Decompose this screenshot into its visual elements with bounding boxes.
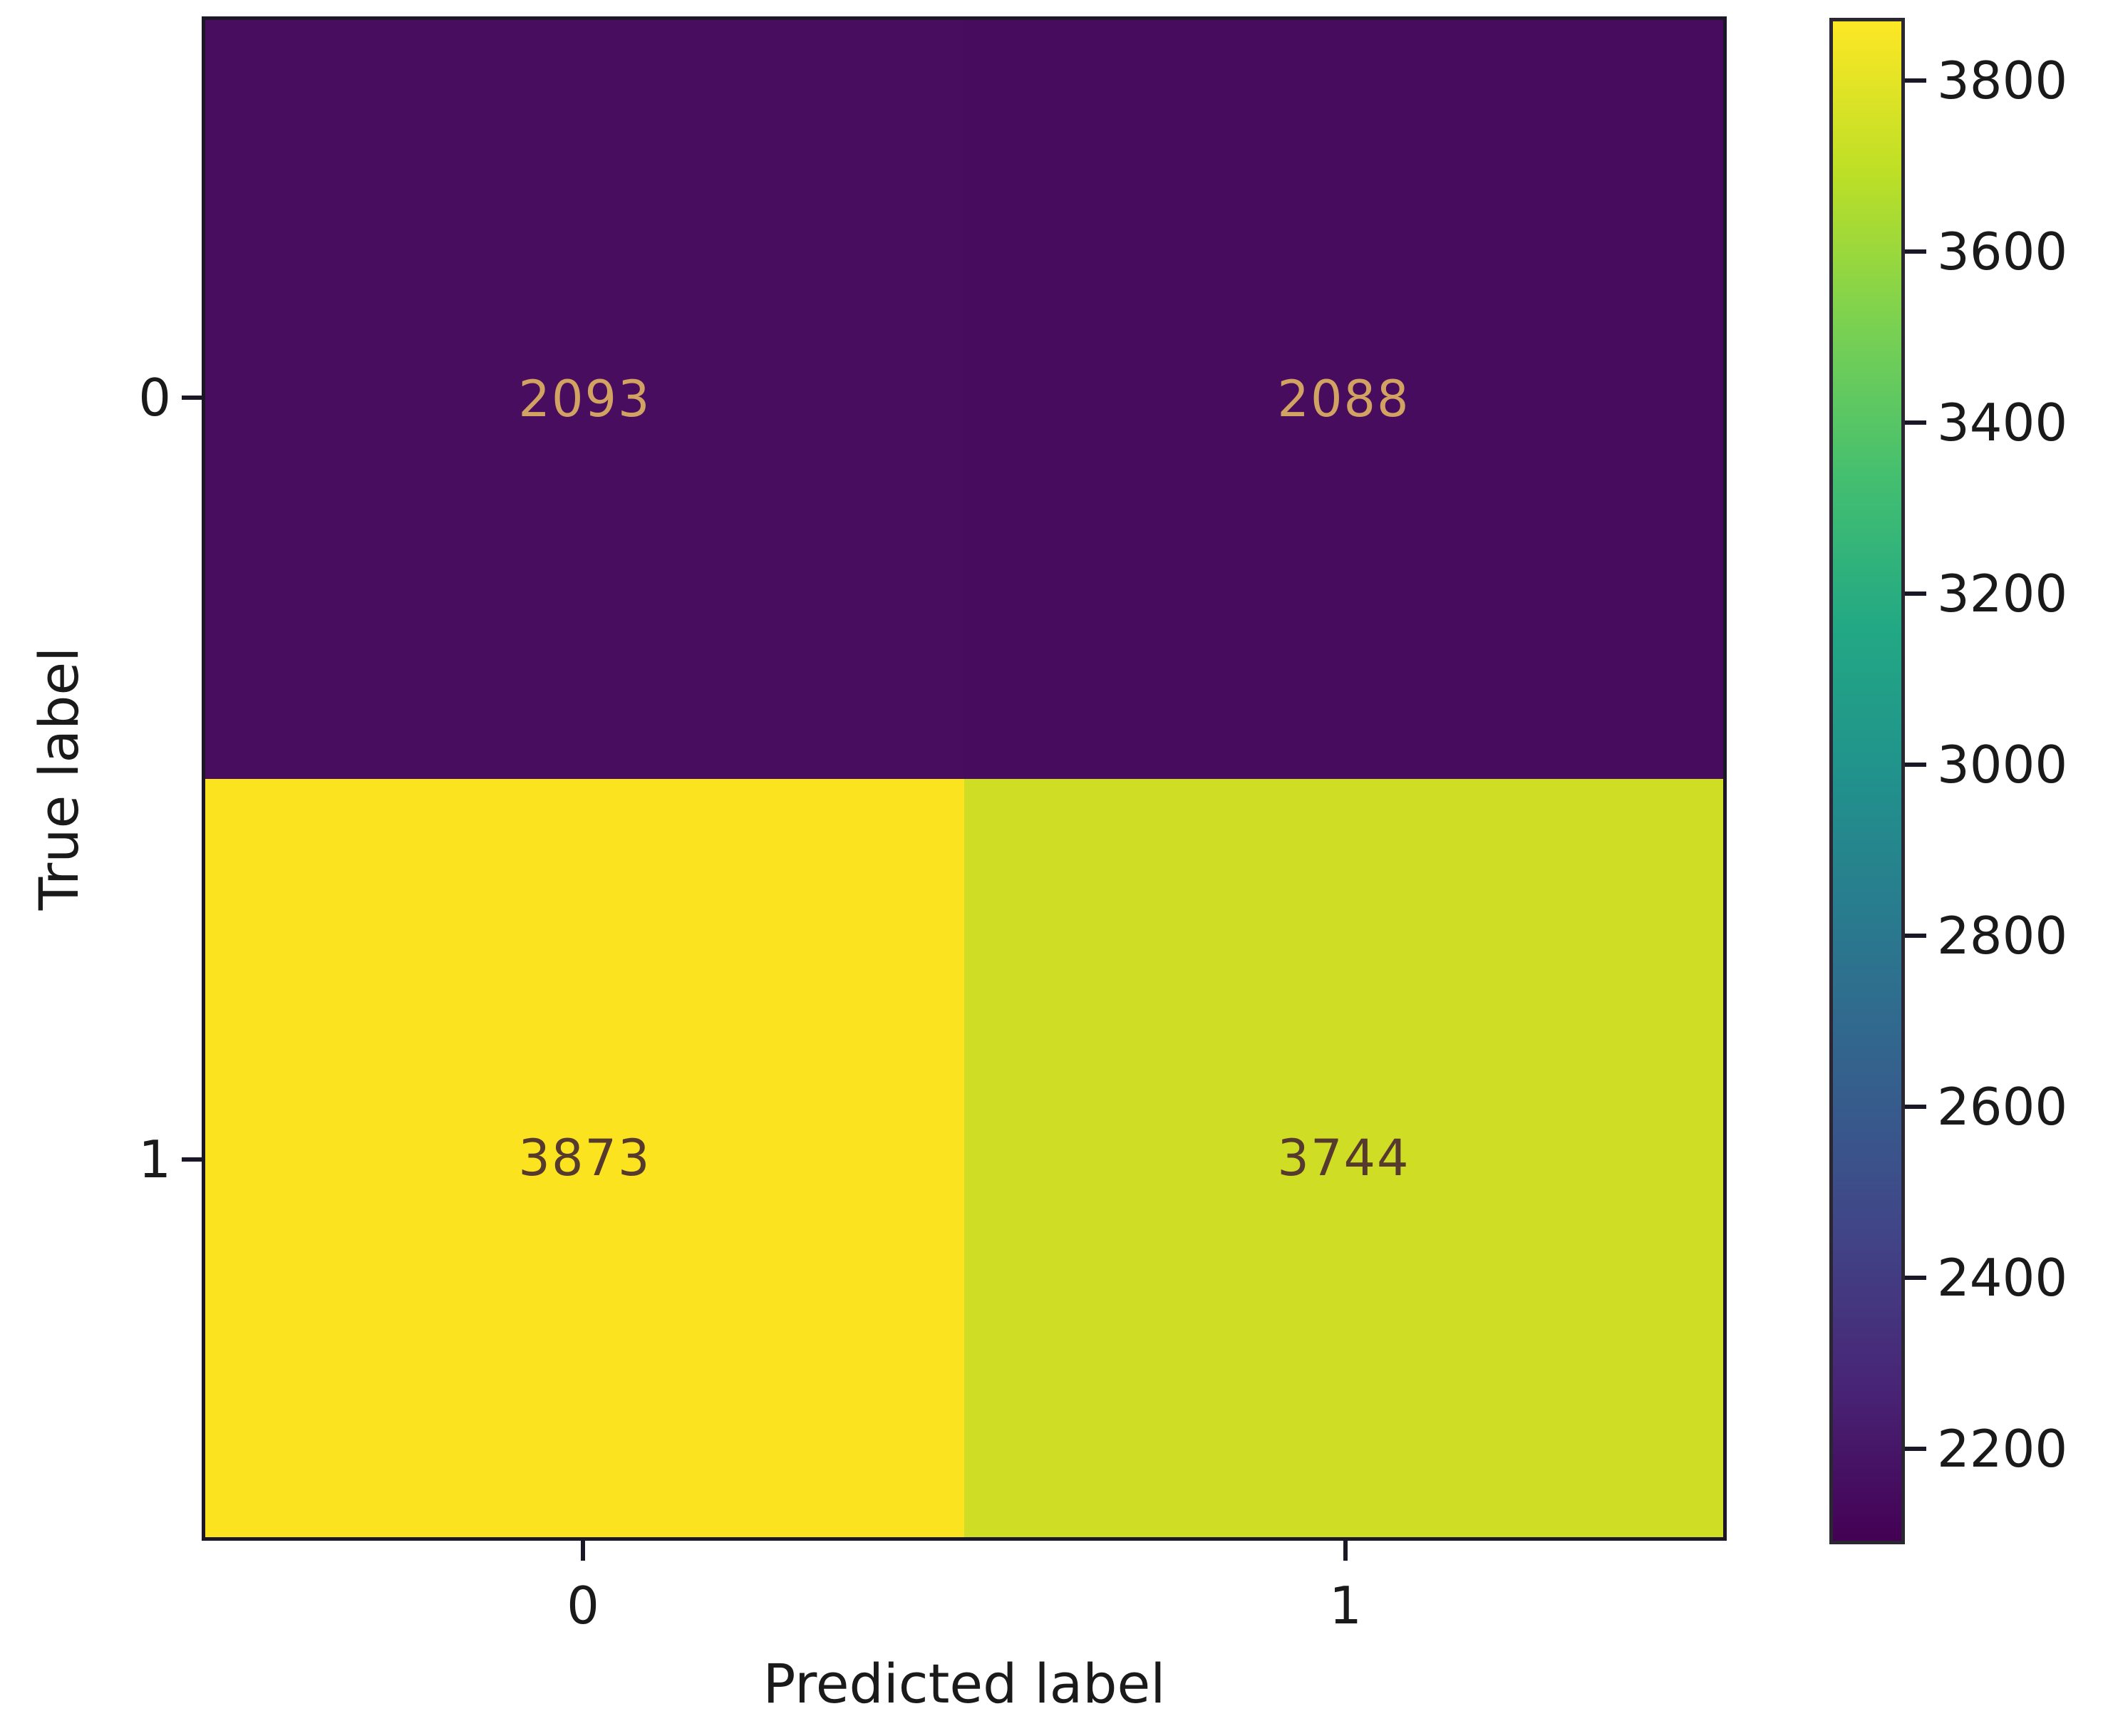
heatmap-cell-r1c1: 3744 — [964, 778, 1723, 1537]
y-tick-mark-1 — [182, 1157, 202, 1162]
colorbar-tick-label-3600: 3600 — [1937, 221, 2068, 281]
colorbar-tick-mark-2400 — [1905, 1275, 1926, 1280]
colorbar-tick-mark-3400 — [1905, 420, 1926, 425]
colorbar-tick-mark-2800 — [1905, 933, 1926, 938]
colorbar-tick-label-2400: 2400 — [1937, 1247, 2068, 1308]
colorbar-gradient — [1829, 18, 1905, 1544]
colorbar-tick-mark-2600 — [1905, 1104, 1926, 1109]
cell-value-r1c0: 3873 — [518, 1128, 651, 1187]
y-tick-label-1: 1 — [138, 1130, 171, 1189]
colorbar-tick-mark-3800 — [1905, 78, 1926, 83]
cell-value-r0c1: 2088 — [1277, 370, 1410, 429]
cell-value-r0c0: 2093 — [518, 370, 651, 429]
x-tick-label-0: 0 — [567, 1576, 599, 1636]
colorbar-tick-label-2200: 2200 — [1937, 1418, 2068, 1479]
colorbar-tick-mark-3000 — [1905, 762, 1926, 767]
x-tick-mark-1 — [1343, 1541, 1348, 1561]
colorbar-tick-mark-3200 — [1905, 591, 1926, 596]
x-axis-title: Predicted label — [763, 1652, 1166, 1715]
heatmap-plot-area: 2093 2088 3873 3744 — [202, 16, 1727, 1541]
x-tick-mark-0 — [581, 1541, 585, 1561]
colorbar-tick-label-3200: 3200 — [1937, 563, 2068, 624]
y-axis-title: True label — [27, 646, 91, 911]
heatmap-cell-r0c1: 2088 — [964, 20, 1723, 779]
cell-value-r1c1: 3744 — [1277, 1128, 1410, 1187]
colorbar-tick-label-3400: 3400 — [1937, 392, 2068, 453]
heatmap-cell-r1c0: 3873 — [205, 778, 964, 1537]
colorbar-tick-label-2800: 2800 — [1937, 905, 2068, 966]
colorbar-tick-label-2600: 2600 — [1937, 1076, 2068, 1137]
colorbar-tick-label-3000: 3000 — [1937, 734, 2068, 795]
x-tick-label-1: 1 — [1329, 1576, 1362, 1636]
colorbar-tick-label-3800: 3800 — [1937, 50, 2068, 110]
y-tick-label-0: 0 — [138, 368, 171, 428]
colorbar-tick-mark-2200 — [1905, 1446, 1926, 1451]
y-axis-title-box: True label — [0, 16, 118, 1541]
y-tick-mark-0 — [182, 396, 202, 400]
heatmap-cell-r0c0: 2093 — [205, 20, 964, 779]
colorbar-tick-mark-3600 — [1905, 249, 1926, 254]
